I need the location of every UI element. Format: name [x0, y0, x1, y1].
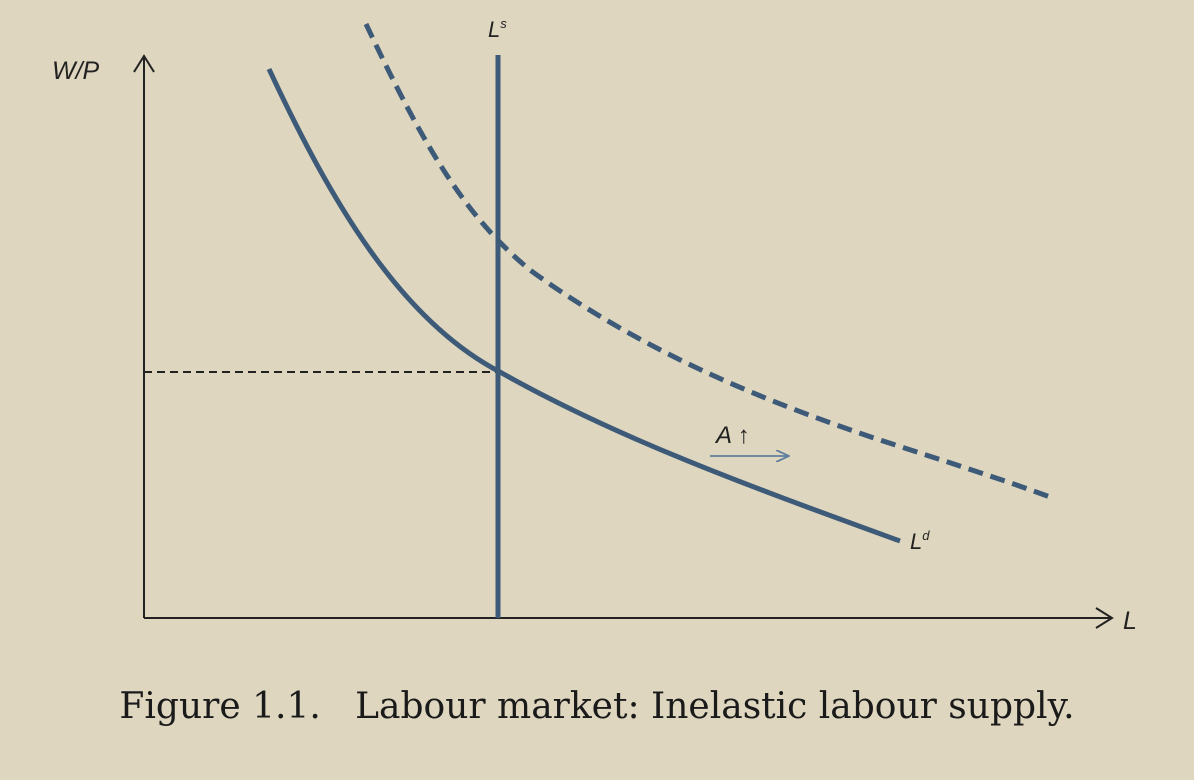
labour-demand-label: Ld	[910, 528, 930, 554]
labour-supply-superscript: s	[500, 16, 507, 31]
labour-demand-curve	[266, 67, 901, 544]
x-axis-label: L	[1123, 607, 1137, 635]
labour-demand-superscript: d	[922, 528, 930, 543]
y-axis-label: W/P	[52, 57, 100, 85]
x-axis-arrowhead	[1095, 607, 1114, 629]
productivity-shift-label: A ↑	[714, 422, 750, 449]
y-axis-arrowhead	[133, 54, 155, 73]
shifted-labour-demand-curve	[363, 22, 1051, 500]
figure-caption: Figure 1.1. Labour market: Inelastic lab…	[119, 686, 1075, 727]
labour-supply-label: Ls	[488, 16, 507, 42]
